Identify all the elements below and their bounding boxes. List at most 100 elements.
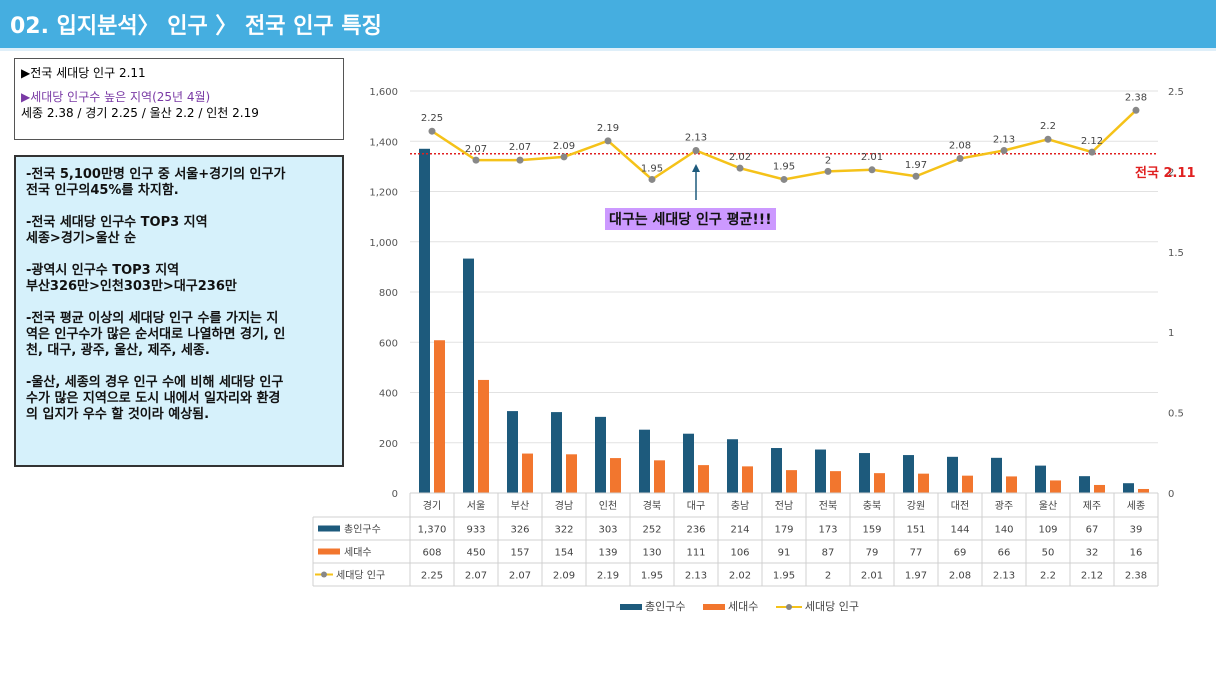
table-cell: 91: [778, 548, 791, 559]
data-label-per-household: 2.02: [729, 152, 751, 163]
x-tick-label: 울산: [1039, 500, 1057, 512]
notes-box: -전국 5,100만명 인구 중 서울+경기의 인구가 전국 인구의45%를 차지…: [14, 155, 344, 467]
point-per-household: [604, 137, 612, 145]
point-per-household: [912, 172, 920, 180]
note-line: 부산326만>인천303만>대구236만: [26, 279, 237, 294]
table-cell: 109: [1038, 525, 1057, 536]
table-cell: 214: [730, 525, 749, 536]
data-label-per-household: 2.25: [421, 113, 443, 124]
table-cell: 1.97: [905, 571, 927, 582]
table-row-key-marker: [321, 571, 327, 578]
note-line: 전국 인구의45%를 차지함.: [26, 183, 179, 198]
table-cell: 252: [642, 525, 661, 536]
table-cell: 69: [954, 548, 967, 559]
point-per-household: [824, 167, 832, 175]
data-label-per-household: 2.07: [465, 144, 487, 155]
table-cell: 39: [1130, 525, 1143, 536]
data-label-per-household: 2: [825, 155, 831, 166]
point-per-household: [1132, 106, 1140, 114]
data-label-per-household: 2.08: [949, 141, 971, 152]
y-right-tick-label: 1: [1168, 328, 1174, 339]
note-line: 역은 인구수가 많은 순서대로 나열하면 경기, 인: [26, 327, 286, 342]
data-label-per-household: 1.95: [641, 163, 663, 174]
legend-swatch-pop: [620, 604, 642, 610]
table-cell: 2.02: [729, 571, 751, 582]
bar-households: [874, 473, 885, 493]
table-cell: 173: [818, 525, 837, 536]
bar-households: [434, 340, 445, 493]
table-row-header: 세대당 인구: [336, 570, 385, 582]
table-cell: 140: [994, 525, 1013, 536]
y-left-tick-label: 0: [392, 489, 398, 500]
bar-households: [1006, 476, 1017, 493]
note-line: 천, 대구, 광주, 울산, 제주, 세종.: [26, 343, 210, 358]
summary-box: ▶전국 세대당 인구 2.11 ▶세대당 인구수 높은 지역(25년 4월) 세…: [14, 58, 344, 140]
note-line: 의 입지가 우수 할 것이라 예상됨.: [26, 407, 210, 422]
bar-households: [522, 453, 533, 493]
y-left-tick-label: 1,000: [369, 238, 398, 249]
x-tick-label: 광주: [995, 500, 1013, 512]
point-per-household: [736, 164, 744, 172]
x-tick-label: 서울: [467, 500, 485, 512]
point-per-household: [1000, 146, 1008, 154]
note-paragraph: -전국 5,100만명 인구 중 서울+경기의 인구가 전국 인구의45%를 차지…: [26, 167, 332, 199]
note-line: -광역시 인구수 TOP3 지역: [26, 263, 180, 278]
bar-pop: [727, 439, 738, 493]
point-per-household: [692, 146, 700, 154]
y-right-tick-label: 0.5: [1168, 409, 1184, 420]
x-tick-label: 충남: [731, 500, 749, 512]
table-cell: 322: [554, 525, 573, 536]
note-line: -전국 세대당 인구수 TOP3 지역: [26, 215, 208, 230]
table-cell: 50: [1042, 548, 1055, 559]
table-cell: 32: [1086, 548, 1099, 559]
data-label-per-household: 2.13: [685, 132, 707, 143]
bar-pop: [771, 448, 782, 493]
bar-pop: [507, 411, 518, 493]
data-label-per-household: 1.97: [905, 160, 927, 171]
x-tick-label: 대구: [687, 500, 705, 512]
bar-households: [742, 466, 753, 493]
table-cell: 236: [686, 525, 705, 536]
data-label-per-household: 2.09: [553, 141, 575, 152]
bar-households: [918, 473, 929, 493]
national-average-label: 전국 2.11: [1135, 166, 1196, 181]
bar-households: [786, 470, 797, 493]
y-left-tick-label: 1,400: [369, 137, 398, 148]
data-label-per-household: 2.2: [1040, 121, 1056, 132]
bar-pop: [991, 457, 1002, 493]
point-per-household: [780, 175, 788, 183]
point-per-household: [1088, 148, 1096, 156]
legend-swatch-households: [702, 604, 725, 610]
bar-pop: [903, 455, 914, 493]
bar-households: [478, 379, 489, 493]
note-paragraph: -전국 평균 이상의 세대당 인구 수를 가지는 지 역은 인구수가 많은 순서대…: [26, 311, 332, 359]
header-rule: [0, 48, 1216, 51]
table-cell: 1,370: [418, 525, 447, 536]
legend-item-pop: 총인구수: [620, 598, 685, 614]
data-label-per-household: 2.12: [1081, 136, 1103, 147]
y-right-tick-label: 2: [1168, 167, 1174, 178]
note-line: -울산, 세종의 경우 인구 수에 비해 세대당 인구: [26, 375, 284, 390]
table-cell: 2.09: [553, 571, 575, 582]
page-header: 02. 입지분석〉 인구 〉 전국 인구 특징: [0, 0, 1216, 51]
table-cell: 87: [822, 548, 835, 559]
table-cell: 67: [1086, 525, 1099, 536]
table-cell: 130: [642, 548, 661, 559]
bar-households: [566, 454, 577, 493]
note-paragraph: -울산, 세종의 경우 인구 수에 비해 세대당 인구 수가 많은 지역으로 도시…: [26, 375, 332, 423]
table-cell: 2.19: [597, 571, 619, 582]
table-row-key: [318, 525, 340, 532]
y-left-tick-label: 600: [379, 338, 398, 349]
table-cell: 2.08: [949, 571, 971, 582]
callout-arrow-head: [692, 164, 700, 172]
data-label-per-household: 2.07: [509, 142, 531, 153]
table-cell: 2.12: [1081, 571, 1103, 582]
x-tick-label: 제주: [1083, 500, 1101, 512]
y-right-tick-label: 2.5: [1168, 87, 1184, 98]
table-cell: 326: [510, 525, 529, 536]
y-left-tick-label: 400: [379, 389, 398, 400]
x-tick-label: 충북: [863, 500, 881, 512]
bar-pop: [1079, 476, 1090, 493]
legend-item-households: 세대수: [702, 598, 758, 614]
